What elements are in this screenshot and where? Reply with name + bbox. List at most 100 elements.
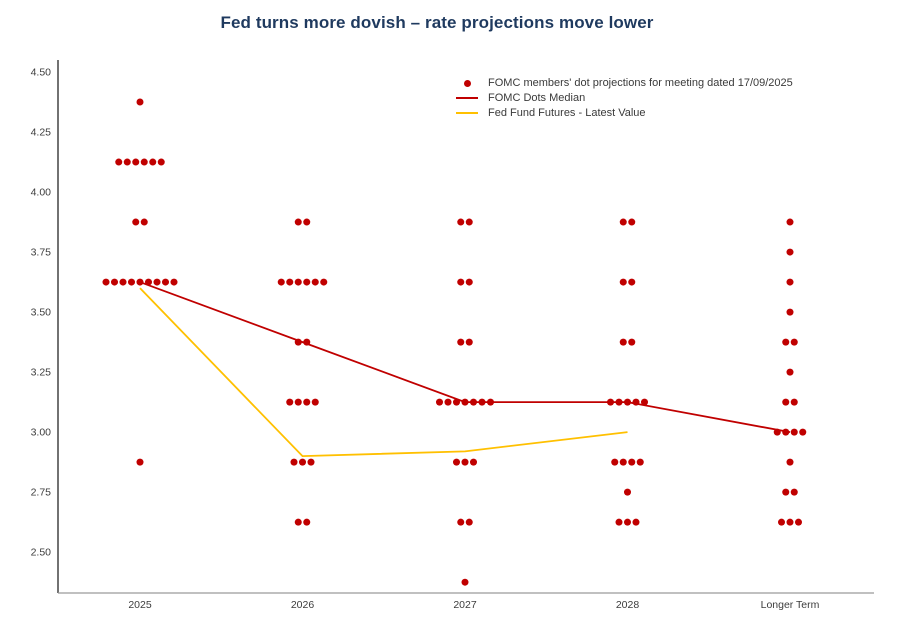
fomc-dot xyxy=(277,278,285,286)
fomc-dot xyxy=(615,518,623,526)
y-tick-label: 2.50 xyxy=(31,547,52,559)
y-tick-label: 4.50 xyxy=(31,67,52,79)
fomc-dot xyxy=(795,518,802,526)
fomc-dot xyxy=(619,458,627,466)
fomc-dot xyxy=(778,518,785,526)
legend-marker-shape xyxy=(456,97,478,99)
futures-line xyxy=(139,287,628,458)
fomc-dot xyxy=(115,158,123,166)
legend-line-icon xyxy=(454,97,480,99)
y-tick-label: 3.50 xyxy=(31,307,52,319)
x-axis-label: 2026 xyxy=(291,599,315,611)
fomc-dot xyxy=(123,158,131,166)
legend-item: FOMC members' dot projections for meetin… xyxy=(454,77,793,89)
fomc-dot xyxy=(782,338,790,346)
fomc-dot xyxy=(461,578,469,586)
x-axis-label: 2028 xyxy=(616,599,640,611)
fomc-dot xyxy=(290,458,298,466)
fomc-dot xyxy=(790,488,798,496)
y-tick-label: 3.75 xyxy=(31,247,52,259)
chart-title: Fed turns more dovish – rate projections… xyxy=(220,13,654,32)
legend-marker-shape xyxy=(463,79,471,87)
fomc-dot xyxy=(436,398,443,406)
fomc-dot xyxy=(790,398,798,406)
fomc-dot xyxy=(286,398,294,406)
fomc-dot xyxy=(153,278,161,286)
y-tick-label: 3.25 xyxy=(31,367,52,379)
fomc-dot xyxy=(299,458,306,466)
fomc-dot xyxy=(311,398,319,406)
fomc-dot xyxy=(149,158,157,166)
fomc-dot xyxy=(786,518,794,526)
fomc-dot xyxy=(790,338,798,346)
fomc-dot xyxy=(786,218,794,226)
legend-marker-shape xyxy=(456,112,478,114)
fomc-dot xyxy=(457,218,465,226)
fomc-dot xyxy=(294,278,302,286)
fomc-dot xyxy=(128,278,135,286)
legend-item: FOMC Dots Median xyxy=(454,92,793,104)
fomc-dot xyxy=(457,338,465,346)
fomc-dot xyxy=(619,338,627,346)
x-axis-label: Longer Term xyxy=(761,599,820,611)
legend-dot-icon xyxy=(454,79,480,87)
median-line xyxy=(139,281,791,434)
fomc-dot xyxy=(628,218,636,226)
fomc-dot xyxy=(303,218,311,226)
fomc-dot xyxy=(624,518,631,526)
fomc-dot xyxy=(786,368,794,376)
x-axis-label: 2025 xyxy=(128,599,152,611)
fomc-dot xyxy=(444,398,452,406)
y-tick-label: 4.25 xyxy=(31,127,52,139)
fomc-dot xyxy=(132,218,140,226)
fomc-dot xyxy=(786,458,794,466)
legend: FOMC members' dot projections for meetin… xyxy=(454,77,793,119)
fomc-dot xyxy=(162,278,169,286)
fomc-dot xyxy=(303,278,311,286)
fomc-dot xyxy=(624,488,631,496)
fomc-dot xyxy=(457,518,465,526)
fomc-dot xyxy=(465,518,473,526)
fomc-dot xyxy=(102,278,110,286)
fomc-dot xyxy=(465,278,473,286)
legend-item: Fed Fund Futures - Latest Value xyxy=(454,107,793,119)
fomc-dot xyxy=(136,98,144,106)
y-tick-label: 2.75 xyxy=(31,487,52,499)
y-tick-label: 4.00 xyxy=(31,187,52,199)
fomc-dot xyxy=(790,428,798,436)
fomc-dot xyxy=(461,458,469,466)
x-axis-label: 2027 xyxy=(453,599,477,611)
fomc-dot xyxy=(799,428,807,436)
fomc-dot xyxy=(470,458,477,466)
fomc-dot xyxy=(136,458,144,466)
fomc-dot xyxy=(636,458,644,466)
fomc-dot xyxy=(320,278,328,286)
fomc-dot xyxy=(628,278,636,286)
fomc-dot xyxy=(782,488,790,496)
fomc-dot xyxy=(303,398,311,406)
fomc-dot xyxy=(628,338,636,346)
fomc-dot xyxy=(303,518,311,526)
fomc-dot xyxy=(457,278,465,286)
fomc-dot xyxy=(157,158,165,166)
fomc-dot xyxy=(132,158,140,166)
fomc-dot xyxy=(619,218,627,226)
fomc-dot xyxy=(782,398,790,406)
legend-label: FOMC Dots Median xyxy=(488,92,586,104)
fomc-dot xyxy=(294,518,302,526)
fomc-dot xyxy=(307,458,315,466)
y-tick-label: 3.00 xyxy=(31,427,52,439)
legend-label: FOMC members' dot projections for meetin… xyxy=(488,77,793,89)
fomc-dot xyxy=(111,278,118,286)
fomc-dot xyxy=(641,398,648,406)
legend-label: Fed Fund Futures - Latest Value xyxy=(488,107,646,119)
fomc-dot xyxy=(294,398,302,406)
fomc-dot xyxy=(628,458,636,466)
fomc-dot xyxy=(311,278,319,286)
fomc-dot xyxy=(140,158,148,166)
fomc-dot xyxy=(786,308,794,316)
fomc-dot xyxy=(786,278,794,286)
fomc-dot xyxy=(119,278,127,286)
